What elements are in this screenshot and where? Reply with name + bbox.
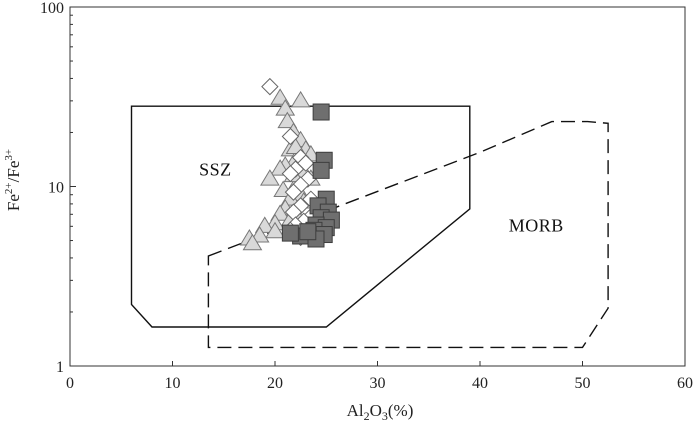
y-axis-title-sup: 3+ [3,149,15,161]
x-axis-title-part: O [370,401,382,420]
plot-frame [69,6,686,367]
y-axis-title-part: Fe [4,194,23,211]
x-tick-label: 50 [575,375,591,392]
x-tick-label: 20 [267,375,283,392]
x-tick-label: 40 [472,375,488,392]
square-point [312,103,330,121]
square-point [299,223,317,241]
triangle-point [290,90,311,108]
x-tick-label: 10 [165,375,181,392]
x-tick-label: 30 [370,375,386,392]
triangle-point [242,233,263,251]
x-axis-title-sub: 3 [382,409,388,423]
region-label-morb: MORB [509,216,564,236]
region-label-ssz: SSZ [199,160,232,180]
tectonic-regions [130,105,609,349]
square-point [281,224,299,242]
y-tick-label: 10 [48,180,64,197]
region-labels: SSZ MORB [199,160,564,236]
x-axis-title-part: Al [347,401,364,420]
y-axis-title-part: /Fe [4,161,23,183]
x-axis-title: Al2O3(%) [347,401,414,423]
diamond-point [284,183,303,201]
square-point [312,161,330,179]
triangle-point [265,221,285,239]
region-ssz-boundary [130,105,471,328]
y-axis-title-sup: 2+ [3,182,15,194]
x-tick-label: 60 [677,375,693,392]
triangle-point [259,169,280,186]
diamond-point [261,77,279,96]
triangle-point [277,111,298,129]
x-axis-title-sub: 2 [364,409,370,423]
axis-ticks: 0 10 20 30 40 50 60 1 10 100 [40,0,693,392]
y-tick-label: 1 [56,359,64,376]
x-axis-title-part: (%) [388,401,413,420]
data-points [239,77,340,251]
region-morb-boundary [207,120,609,349]
x-tick-label: 0 [66,375,74,392]
diamond-point [281,127,300,146]
y-tick-label: 100 [40,0,64,17]
y-axis-title: Fe2+/Fe3+ [3,149,23,211]
diamond-point [281,164,300,183]
